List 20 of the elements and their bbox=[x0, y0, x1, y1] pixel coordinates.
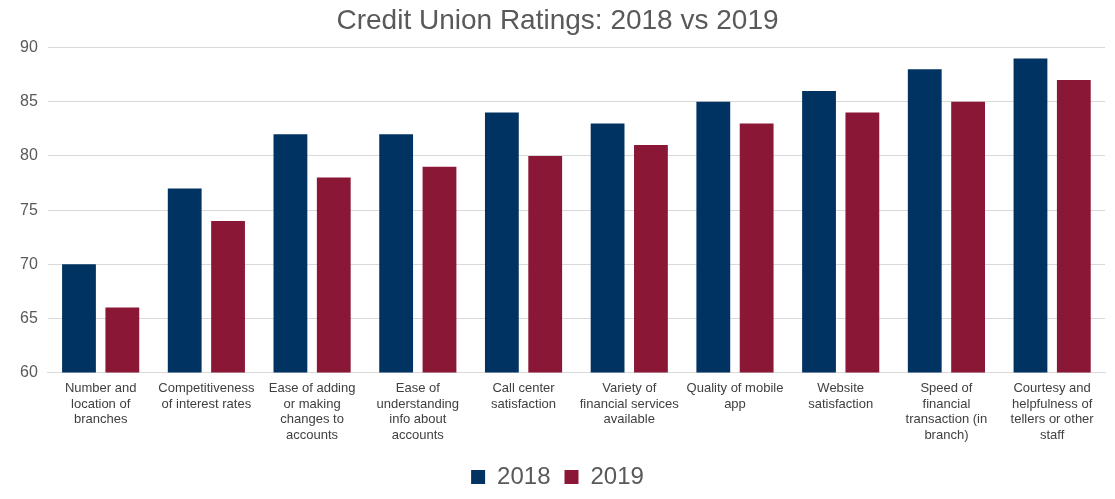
x-tick-label: Speed of financial transaction (in branch) bbox=[905, 379, 988, 442]
x-tick-label: Quality of mobile app bbox=[686, 379, 784, 411]
x-tick-label: Number and location of branches bbox=[64, 379, 137, 427]
y-tick-label: 70 bbox=[20, 254, 38, 272]
y-tick-label: 75 bbox=[20, 200, 38, 218]
y-tick-label: 60 bbox=[20, 363, 38, 381]
legend-label: 2018 bbox=[497, 461, 551, 489]
x-tick-label: Ease of adding or making changes to accounts bbox=[268, 379, 356, 442]
x-tick-label: Website satisfaction bbox=[808, 379, 874, 411]
y-tick-label: 65 bbox=[20, 308, 38, 326]
x-tick-label: Courtesy and helpfulness of tellers or other staff bbox=[1010, 379, 1095, 442]
x-tick-label: Variety of financial services available bbox=[579, 379, 680, 427]
x-tick-label: Call center satisfaction bbox=[491, 379, 557, 411]
chart-title: Credit Union Ratings: 2018 vs 2019 bbox=[336, 3, 779, 35]
y-tick-label: 85 bbox=[20, 92, 38, 110]
y-tick-label: 90 bbox=[20, 38, 38, 56]
x-tick-label: Ease of understanding info about accounts bbox=[376, 379, 460, 442]
y-tick-label: 80 bbox=[20, 146, 38, 164]
x-tick-label: Competitiveness of interest rates bbox=[158, 379, 255, 411]
legend-label: 2019 bbox=[590, 461, 644, 489]
